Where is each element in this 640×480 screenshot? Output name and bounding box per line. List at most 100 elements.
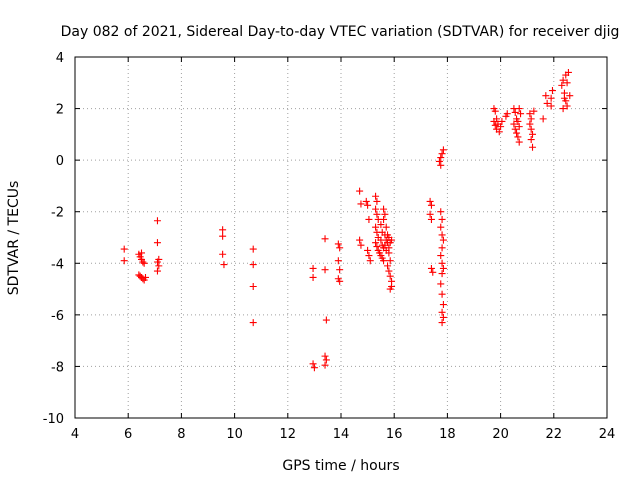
x-axis-label: GPS time / hours <box>282 458 399 474</box>
data-point <box>385 244 393 252</box>
data-point <box>527 136 535 144</box>
data-point <box>515 123 523 131</box>
data-point <box>563 102 571 110</box>
data-point <box>558 81 566 89</box>
data-point <box>514 133 522 141</box>
data-point <box>514 117 522 125</box>
data-point <box>426 210 434 218</box>
data-point <box>380 205 388 213</box>
data-point <box>510 120 518 128</box>
data-point <box>321 361 329 369</box>
y-tick-label: -8 <box>51 360 64 375</box>
data-point <box>526 120 534 128</box>
data-point <box>373 243 381 251</box>
data-point <box>381 210 389 218</box>
data-point <box>220 261 228 269</box>
data-point <box>437 252 445 260</box>
data-point <box>336 244 344 252</box>
data-point <box>249 261 257 269</box>
data-point <box>153 267 161 275</box>
x-tick-label: 16 <box>386 427 403 442</box>
data-point <box>515 138 523 146</box>
data-point <box>438 259 446 267</box>
data-point <box>357 200 365 208</box>
data-point <box>542 92 550 100</box>
data-point <box>155 262 163 270</box>
data-point <box>517 110 525 118</box>
data-point <box>439 313 447 321</box>
data-point <box>356 236 364 244</box>
data-point <box>495 128 503 136</box>
data-point <box>438 150 446 158</box>
data-point <box>437 280 445 288</box>
data-point <box>219 232 227 240</box>
data-point <box>429 268 437 276</box>
data-point <box>511 108 519 116</box>
data-point <box>310 364 318 372</box>
data-point <box>515 105 523 113</box>
data-point <box>372 223 380 231</box>
data-point <box>438 244 446 252</box>
data-point <box>249 245 257 253</box>
data-point <box>438 290 446 298</box>
data-point <box>372 192 380 200</box>
x-tick-label: 14 <box>333 427 350 442</box>
x-tick-label: 10 <box>226 427 243 442</box>
data-point <box>439 146 447 154</box>
x-tick-labels: 4 6 8 10 12 14 16 18 20 22 24 <box>71 427 615 442</box>
data-point <box>547 94 555 102</box>
data-point <box>336 266 344 274</box>
data-point <box>439 301 447 309</box>
y-tick-label: -6 <box>51 309 64 324</box>
x-tick-label: 18 <box>439 427 456 442</box>
x-tick-label: 24 <box>599 427 616 442</box>
data-point <box>427 215 435 223</box>
data-point <box>334 257 342 265</box>
data-point <box>539 115 547 123</box>
data-point <box>529 143 537 151</box>
x-tick-label: 12 <box>280 427 297 442</box>
data-point <box>388 236 396 244</box>
y-tick-label: -10 <box>43 412 64 427</box>
data-point <box>498 117 506 125</box>
data-point <box>372 239 380 247</box>
data-point <box>364 246 372 254</box>
data-point <box>439 236 447 244</box>
data-point <box>321 266 329 274</box>
data-point <box>563 79 571 87</box>
data-point <box>513 129 521 137</box>
data-point <box>385 267 393 275</box>
data-point <box>437 154 445 162</box>
data-point <box>386 272 394 280</box>
data-point <box>366 257 374 265</box>
data-point <box>309 273 317 281</box>
data-point <box>219 226 227 234</box>
data-point <box>438 319 446 327</box>
data-point <box>427 201 435 209</box>
data-point <box>373 210 381 218</box>
data-point <box>491 107 499 115</box>
data-point <box>219 250 227 258</box>
y-tick-label: -2 <box>51 206 64 221</box>
x-tick-label: 6 <box>124 427 132 442</box>
data-point <box>321 352 329 360</box>
data-point <box>435 157 443 165</box>
data-point <box>120 257 128 265</box>
data-point <box>493 115 501 123</box>
plot-frame <box>74 56 608 419</box>
data-point <box>365 215 373 223</box>
data-point <box>437 223 445 231</box>
data-point <box>386 257 394 265</box>
data-point <box>141 273 149 281</box>
data-point <box>426 197 434 205</box>
data-point <box>140 259 148 267</box>
data-point <box>511 125 519 133</box>
x-tick-label: 8 <box>177 427 185 442</box>
data-point <box>377 221 385 229</box>
data-point <box>365 252 373 260</box>
data-point <box>139 258 147 266</box>
chart-title: Day 082 of 2021, Sidereal Day-to-day VTE… <box>61 24 620 40</box>
data-point <box>380 215 388 223</box>
data-point <box>336 277 344 285</box>
data-point <box>437 208 445 216</box>
